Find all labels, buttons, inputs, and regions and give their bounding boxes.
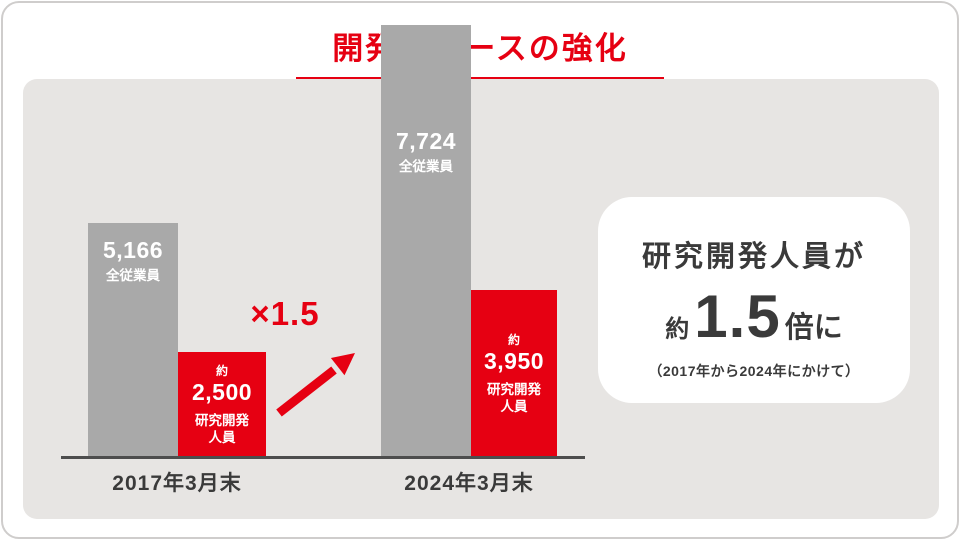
x-axis-label-2017: 2017年3月末 xyxy=(112,472,242,495)
callout-multiplier-number: 1.5 xyxy=(694,283,781,350)
bar-2024-rnd-staff: 約 3,950 研究開発 人員 xyxy=(471,290,557,459)
growth-arrow-icon xyxy=(276,353,355,417)
callout-heading: 研究開発人員が xyxy=(641,241,866,273)
bar-approx-label: 約 xyxy=(507,332,520,347)
x-axis-baseline xyxy=(61,456,585,459)
title-wrap: 開発リソースの強化 xyxy=(3,23,957,81)
bar-value-label: 2,500 xyxy=(191,378,253,405)
bar-series-label: 全従業員 xyxy=(106,268,160,284)
callout-approx-label: 約 xyxy=(665,316,690,343)
bar-2017-rnd-staff: 約 2,500 研究開発 人員 xyxy=(178,352,266,459)
chart-panel: 5,166 全従業員 約 2,500 研究開発 人員 7,724 全従業員 約 … xyxy=(23,25,939,519)
bar-value-label: 5,166 xyxy=(102,237,164,263)
bar-series-label: 人員 xyxy=(208,430,236,446)
bar-value-label: 7,724 xyxy=(395,128,457,154)
bar-series-label: 研究開発 xyxy=(195,413,249,429)
bar-series-label: 全従業員 xyxy=(399,159,453,175)
bar-approx-label: 約 xyxy=(215,363,228,378)
x-axis-label-2024: 2024年3月末 xyxy=(404,472,534,495)
bar-value-label: 3,950 xyxy=(483,347,545,374)
bar-2024-total-employees: 7,724 全従業員 xyxy=(381,25,471,459)
bar-2017-total-employees: 5,166 全従業員 xyxy=(88,223,178,459)
page-title: 開発リソースの強化 xyxy=(296,23,664,81)
bar-series-label: 研究開発 xyxy=(487,382,541,398)
callout-period-note: （2017年から2024年にかけて） xyxy=(648,363,860,379)
multiplier-annotation: ×1.5 xyxy=(250,295,320,332)
callout-suffix-label: 倍に xyxy=(784,312,843,344)
bar-series-label: 人員 xyxy=(500,399,528,415)
summary-callout-card: 研究開発人員が 約 1.5 倍に （2017年から2024年にかけて） xyxy=(598,197,910,403)
callout-multiplier-line: 約 1.5 倍に xyxy=(665,287,842,347)
